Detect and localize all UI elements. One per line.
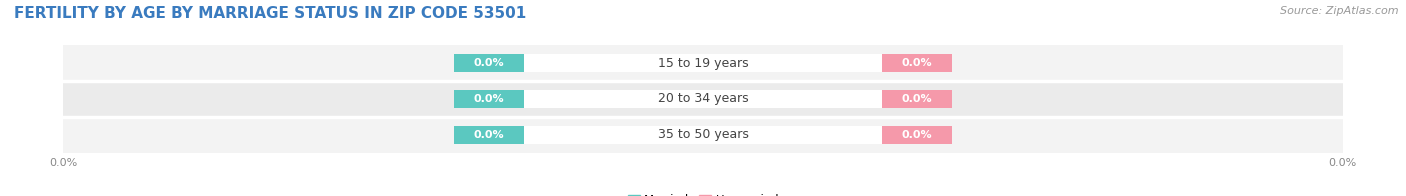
Bar: [524, 90, 882, 108]
Bar: [63, 117, 1343, 153]
Text: 15 to 19 years: 15 to 19 years: [658, 57, 748, 70]
Bar: [882, 126, 952, 144]
Bar: [454, 126, 524, 144]
Text: 20 to 34 years: 20 to 34 years: [658, 93, 748, 105]
Text: 0.0%: 0.0%: [903, 58, 932, 68]
Legend: Married, Unmarried: Married, Unmarried: [623, 189, 783, 196]
Text: FERTILITY BY AGE BY MARRIAGE STATUS IN ZIP CODE 53501: FERTILITY BY AGE BY MARRIAGE STATUS IN Z…: [14, 6, 526, 21]
Text: Source: ZipAtlas.com: Source: ZipAtlas.com: [1281, 6, 1399, 16]
Text: 0.0%: 0.0%: [903, 94, 932, 104]
Text: 0.0%: 0.0%: [474, 58, 503, 68]
Bar: [524, 126, 882, 144]
Bar: [882, 90, 952, 108]
Text: 0.0%: 0.0%: [903, 130, 932, 140]
Bar: [524, 54, 882, 72]
Bar: [63, 45, 1343, 81]
Text: 0.0%: 0.0%: [474, 130, 503, 140]
Text: 35 to 50 years: 35 to 50 years: [658, 128, 748, 141]
Bar: [63, 81, 1343, 117]
Bar: [882, 54, 952, 72]
Bar: [454, 90, 524, 108]
Text: 0.0%: 0.0%: [474, 94, 503, 104]
Bar: [454, 54, 524, 72]
